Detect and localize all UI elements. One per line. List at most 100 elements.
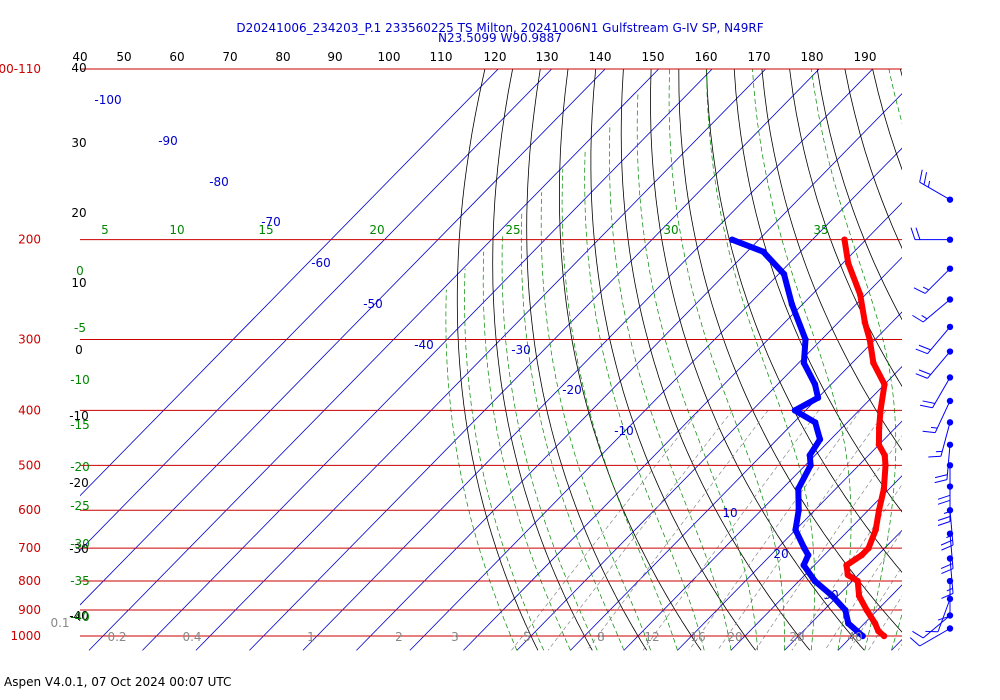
dewpoint-profile-point [806, 452, 813, 459]
wind-barb-flag [937, 516, 951, 522]
wind-barb-staff [924, 268, 951, 294]
wind-barb [915, 348, 954, 379]
temperature-profile-point [881, 452, 888, 459]
dewpoint-profile-point [829, 592, 836, 600]
wind-barb-flag [937, 521, 951, 527]
isotherm-label: -10 [614, 424, 634, 438]
isotherm-line [730, 475, 902, 651]
wind-barb-station [946, 507, 954, 514]
mixing-ratio-label: 28 [789, 630, 804, 644]
isotherm-line [88, 69, 660, 651]
wind-barb-staff [927, 326, 951, 355]
wind-barb-staff [922, 299, 951, 323]
wind-barb-staff [949, 533, 954, 569]
isotherm-label: 20 [773, 547, 788, 561]
wind-barb [915, 323, 954, 355]
top-axis-label: 100 [378, 50, 401, 64]
dry-adiabat-line [706, 69, 902, 573]
wind-barb [920, 374, 954, 409]
moist-adiabat-label: 5 [101, 223, 109, 237]
isotherm-line [195, 69, 767, 651]
top-axis-label: 150 [642, 50, 665, 64]
theta-label: 30 [71, 136, 86, 150]
wind-barb-staff [922, 615, 951, 639]
isobar-layer [80, 68, 902, 637]
isotherm-line [784, 529, 902, 651]
mixing-ratio-label: 3 [451, 630, 459, 644]
wind-barb-half-flag [922, 286, 930, 291]
isotherm-line [80, 69, 499, 497]
dry-adiabat-line [789, 69, 902, 387]
dry-adiabat-line [975, 43, 1000, 650]
isotherm-label: -30 [511, 343, 531, 357]
chart-grid [80, 43, 1000, 651]
theta-label: -30 [69, 542, 89, 556]
moist-adiabat-line [464, 268, 545, 651]
mixing-ratio-label: 0.1 [50, 616, 69, 630]
wind-barb [912, 296, 954, 323]
temperature-profile-point [871, 620, 879, 627]
dry-adiabat-line [590, 69, 756, 651]
wind-barb-half-flag [930, 426, 938, 429]
isotherm-line [356, 93, 902, 651]
dewpoint-profile-point [811, 577, 819, 585]
wind-barb [937, 462, 954, 505]
isotherm-label: -100 [94, 93, 121, 107]
wind-barb [934, 441, 954, 484]
top-axis-label: 80 [275, 50, 290, 64]
top-axis-label: 40 [72, 50, 87, 64]
dewpoint-profile-point [812, 419, 819, 426]
moist-adiabat-line [609, 123, 732, 651]
temperature-profile-point [875, 425, 883, 432]
dewpoint-profile-point [728, 236, 736, 243]
temperature-profile-point [863, 606, 870, 614]
wind-barb-staff [919, 628, 951, 647]
isotherm-line [409, 147, 902, 651]
mixing-ratio-label: 40 [847, 630, 862, 644]
dewpoint-profile-point [811, 381, 819, 388]
wind-barb-flag [937, 499, 951, 505]
dewpoint-profile-point [802, 336, 809, 343]
isotherm-label: -80 [209, 175, 229, 189]
wind-barb [910, 227, 954, 243]
axis-label-layer: 100-110200300400500600700800900100040506… [0, 50, 876, 644]
isotherm-line [249, 69, 820, 651]
wind-barb [941, 555, 954, 599]
isotherm-label: -70 [261, 215, 281, 229]
dewpoint-profile-point [800, 359, 808, 367]
temperature-profile [841, 236, 889, 639]
dewpoint-profile-point [801, 545, 808, 552]
mixing-ratio-line [755, 435, 902, 651]
mixing-ratio-line [931, 410, 1000, 650]
moist-adiabat-label: -15 [70, 418, 90, 432]
pressure-tick-label: 800 [18, 574, 41, 588]
temperature-profile-point [861, 319, 869, 326]
wind-barb-flag [912, 314, 924, 323]
isotherm-line [142, 69, 713, 651]
mixing-ratio-label: 1 [307, 630, 315, 644]
temperature-profile-point [875, 441, 883, 448]
temperature-profile-point [872, 526, 879, 534]
isotherm-label: 30 [823, 588, 838, 602]
temperature-profile-point [854, 577, 861, 585]
mixing-ratio-line [688, 410, 861, 651]
dewpoint-profile-point [788, 301, 796, 308]
moist-adiabat-line [520, 213, 625, 651]
moist-adiabat-label: -30 [70, 537, 90, 551]
mixing-ratio-label: 16 [690, 630, 705, 644]
pressure-tick-label: 600 [18, 503, 41, 517]
wind-barb-flag [941, 592, 954, 599]
isotherm-line [570, 311, 902, 651]
temperature-profile-point [843, 562, 850, 569]
mixing-ratio-line [868, 595, 902, 651]
wind-barb-half-flag [921, 315, 928, 320]
pressure-tick-label: 900 [18, 603, 41, 617]
wind-barb-flag [923, 172, 928, 185]
dewpoint-profile-point [859, 632, 866, 640]
dry-adiabat-line [761, 69, 902, 451]
dewpoint-profile-point [800, 562, 807, 569]
isotherm-line [516, 256, 902, 651]
top-axis-label: 170 [748, 50, 771, 64]
wind-barb-flag [910, 227, 916, 240]
